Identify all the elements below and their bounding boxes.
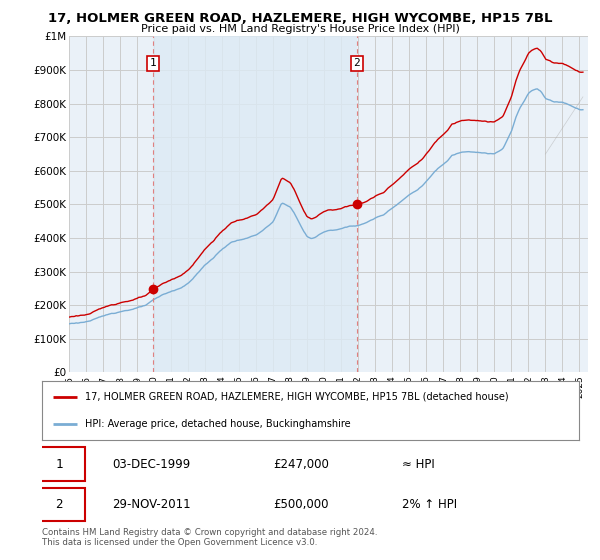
Text: 17, HOLMER GREEN ROAD, HAZLEMERE, HIGH WYCOMBE, HP15 7BL: 17, HOLMER GREEN ROAD, HAZLEMERE, HIGH W… <box>48 12 552 25</box>
Text: 2: 2 <box>353 58 360 68</box>
Text: Price paid vs. HM Land Registry's House Price Index (HPI): Price paid vs. HM Land Registry's House … <box>140 24 460 34</box>
Text: £500,000: £500,000 <box>273 498 328 511</box>
Text: 17, HOLMER GREEN ROAD, HAZLEMERE, HIGH WYCOMBE, HP15 7BL (detached house): 17, HOLMER GREEN ROAD, HAZLEMERE, HIGH W… <box>85 391 509 402</box>
Text: HPI: Average price, detached house, Buckinghamshire: HPI: Average price, detached house, Buck… <box>85 419 350 429</box>
Text: 2: 2 <box>55 498 63 511</box>
Text: 2% ↑ HPI: 2% ↑ HPI <box>402 498 457 511</box>
Text: 1: 1 <box>149 58 156 68</box>
Text: 29-NOV-2011: 29-NOV-2011 <box>112 498 190 511</box>
Text: ≈ HPI: ≈ HPI <box>402 458 434 471</box>
FancyBboxPatch shape <box>34 447 85 481</box>
Text: Contains HM Land Registry data © Crown copyright and database right 2024.
This d: Contains HM Land Registry data © Crown c… <box>42 528 377 547</box>
Text: £247,000: £247,000 <box>273 458 329 471</box>
FancyBboxPatch shape <box>34 488 85 521</box>
Bar <box>153 36 357 372</box>
Text: 1: 1 <box>55 458 63 471</box>
Text: 03-DEC-1999: 03-DEC-1999 <box>112 458 190 471</box>
